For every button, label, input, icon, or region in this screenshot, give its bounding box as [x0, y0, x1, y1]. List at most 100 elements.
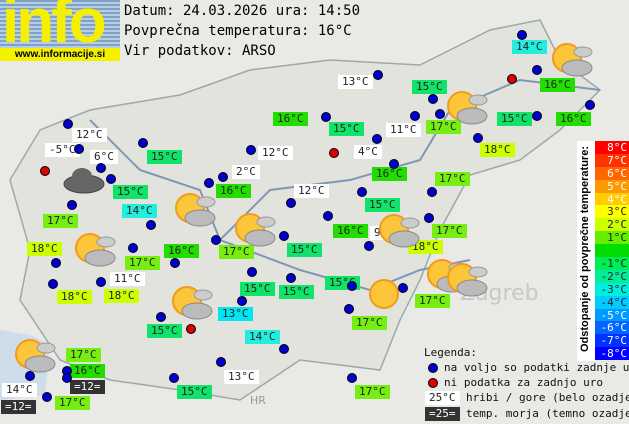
station-temperature-label[interactable]: 11°C: [386, 123, 421, 137]
station-temperature-label[interactable]: 17°C: [125, 256, 160, 270]
station-dot[interactable]: [424, 213, 434, 223]
station-temperature-label[interactable]: 2°C: [232, 165, 260, 179]
station-temperature-label[interactable]: 15°C: [287, 243, 322, 257]
station-temperature-label[interactable]: 15°C: [240, 282, 275, 296]
station-dot[interactable]: [435, 109, 445, 119]
station-dot[interactable]: [279, 231, 289, 241]
station-temperature-label[interactable]: 18°C: [104, 289, 139, 303]
station-dot[interactable]: [279, 344, 289, 354]
station-dot[interactable]: [169, 373, 179, 383]
station-temperature-label[interactable]: 17°C: [355, 385, 390, 399]
station-dot[interactable]: [373, 70, 383, 80]
station-dot[interactable]: [389, 159, 399, 169]
station-temperature-label[interactable]: 15°C: [147, 150, 182, 164]
station-dot[interactable]: [25, 371, 35, 381]
station-dot[interactable]: [218, 172, 228, 182]
station-dot[interactable]: [398, 283, 408, 293]
station-dot[interactable]: [321, 112, 331, 122]
station-temperature-label[interactable]: 14°C: [245, 330, 280, 344]
station-temperature-label[interactable]: =12=: [1, 400, 36, 414]
station-dot[interactable]: [286, 273, 296, 283]
station-dot[interactable]: [63, 119, 73, 129]
station-dot[interactable]: [67, 200, 77, 210]
station-temperature-label[interactable]: 16°C: [540, 78, 575, 92]
station-dot[interactable]: [96, 277, 106, 287]
station-dot[interactable]: [364, 241, 374, 251]
station-dot[interactable]: [372, 134, 382, 144]
station-dot[interactable]: [51, 258, 61, 268]
station-temperature-label[interactable]: 16°C: [273, 112, 308, 126]
station-dot[interactable]: [211, 235, 221, 245]
station-temperature-label[interactable]: 18°C: [27, 242, 62, 256]
station-temperature-label[interactable]: 18°C: [57, 290, 92, 304]
station-dot[interactable]: [156, 312, 166, 322]
station-temperature-label[interactable]: 15°C: [412, 80, 447, 94]
station-dot[interactable]: [74, 144, 84, 154]
station-dot[interactable]: [323, 211, 333, 221]
station-dot[interactable]: [410, 111, 420, 121]
station-temperature-label[interactable]: 11°C: [110, 272, 145, 286]
station-temperature-label[interactable]: 16°C: [556, 112, 591, 126]
logo[interactable]: info: [0, 0, 120, 48]
station-dot[interactable]: [347, 373, 357, 383]
station-temperature-label[interactable]: 17°C: [415, 294, 450, 308]
station-temperature-label[interactable]: 16°C: [70, 364, 105, 378]
station-temperature-label[interactable]: 14°C: [122, 204, 157, 218]
station-temperature-label[interactable]: 12°C: [72, 128, 107, 142]
station-dot[interactable]: [532, 111, 542, 121]
station-temperature-label[interactable]: 17°C: [43, 214, 78, 228]
station-dot[interactable]: [204, 178, 214, 188]
station-dot[interactable]: [347, 281, 357, 291]
station-temperature-label[interactable]: 17°C: [66, 348, 101, 362]
station-dot[interactable]: [216, 357, 226, 367]
station-temperature-label[interactable]: 13°C: [338, 75, 373, 89]
logo-url[interactable]: www.informacije.si: [0, 48, 120, 61]
station-temperature-label[interactable]: 16°C: [216, 184, 251, 198]
station-missing-dot[interactable]: [186, 324, 196, 334]
station-dot[interactable]: [42, 392, 52, 402]
station-temperature-label[interactable]: 17°C: [435, 172, 470, 186]
station-temperature-label[interactable]: 14°C: [512, 40, 547, 54]
station-dot[interactable]: [62, 373, 72, 383]
station-temperature-label[interactable]: 15°C: [147, 324, 182, 338]
station-dot[interactable]: [96, 163, 106, 173]
station-temperature-label[interactable]: 4°C: [354, 145, 382, 159]
station-dot[interactable]: [585, 100, 595, 110]
station-dot[interactable]: [427, 187, 437, 197]
station-temperature-label[interactable]: 16°C: [164, 244, 199, 258]
station-temperature-label[interactable]: 16°C: [333, 224, 368, 238]
station-temperature-label[interactable]: 17°C: [432, 224, 467, 238]
station-temperature-label[interactable]: 15°C: [497, 112, 532, 126]
station-dot[interactable]: [473, 133, 483, 143]
station-temperature-label[interactable]: 15°C: [365, 198, 400, 212]
station-dot[interactable]: [48, 279, 58, 289]
station-temperature-label[interactable]: 17°C: [352, 316, 387, 330]
station-temperature-label[interactable]: 13°C: [224, 370, 259, 384]
station-temperature-label[interactable]: 15°C: [329, 122, 364, 136]
station-dot[interactable]: [128, 243, 138, 253]
station-dot[interactable]: [517, 30, 527, 40]
station-dot[interactable]: [357, 187, 367, 197]
station-dot[interactable]: [286, 198, 296, 208]
station-dot[interactable]: [428, 94, 438, 104]
station-dot[interactable]: [237, 296, 247, 306]
station-temperature-label[interactable]: 17°C: [55, 396, 90, 410]
station-temperature-label[interactable]: 12°C: [258, 146, 293, 160]
station-missing-dot[interactable]: [329, 148, 339, 158]
station-dot[interactable]: [170, 258, 180, 268]
station-temperature-label[interactable]: 12°C: [294, 184, 329, 198]
station-temperature-label[interactable]: 17°C: [219, 245, 254, 259]
station-temperature-label[interactable]: 18°C: [480, 143, 515, 157]
station-dot[interactable]: [344, 304, 354, 314]
station-dot[interactable]: [106, 174, 116, 184]
station-temperature-label[interactable]: 6°C: [90, 150, 118, 164]
station-temperature-label[interactable]: 13°C: [218, 307, 253, 321]
station-temperature-label[interactable]: 17°C: [426, 120, 461, 134]
station-temperature-label[interactable]: 15°C: [113, 185, 148, 199]
station-dot[interactable]: [246, 145, 256, 155]
station-missing-dot[interactable]: [507, 74, 517, 84]
station-temperature-label[interactable]: 15°C: [279, 285, 314, 299]
station-dot[interactable]: [146, 220, 156, 230]
station-missing-dot[interactable]: [40, 166, 50, 176]
station-dot[interactable]: [247, 267, 257, 277]
